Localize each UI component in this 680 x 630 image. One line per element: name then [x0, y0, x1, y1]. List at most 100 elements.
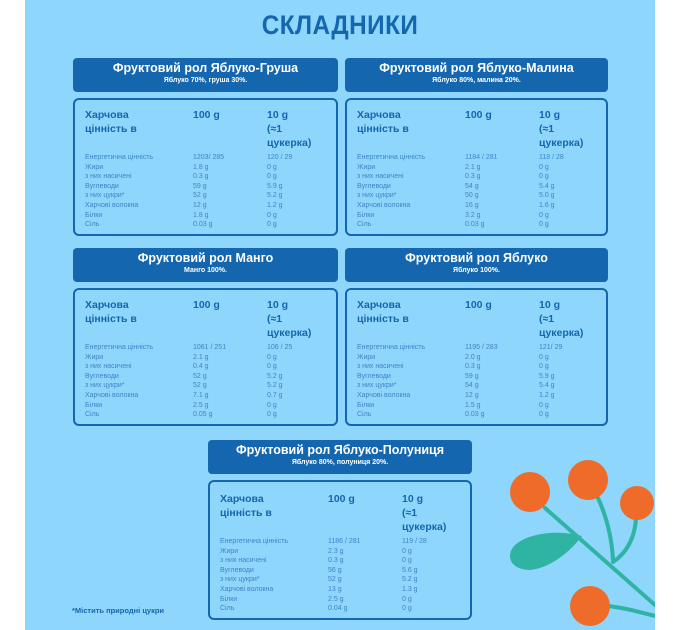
value-per-100g: 59 g [193, 182, 207, 190]
nutrient-label: Білки [85, 211, 103, 219]
product-ingredients: Манго 100%. [184, 267, 227, 274]
nutrient-label: Білки [220, 595, 238, 603]
berry-icon [570, 586, 610, 626]
value-per-100g: 2.0 g [465, 353, 481, 361]
berry-icon [568, 460, 608, 500]
table-row: Вуглеводи 52 g 5.2 g [85, 372, 326, 382]
value-per-100g: 0.03 g [465, 221, 485, 229]
header-text: 100 g [193, 299, 220, 311]
value-per-10g: 0 g [267, 363, 277, 371]
value-per-100g: 0.3 g [193, 173, 209, 181]
value-per-100g: 1184 / 281 [465, 154, 498, 161]
nutrient-label: з них цукри* [85, 382, 125, 390]
nutrient-label: Вуглеводи [220, 566, 254, 574]
table-row: Енергетична цінність 1195 / 283 121/ 29 [357, 343, 596, 353]
nutrient-label: Енергетична цінність [357, 344, 426, 351]
nutrient-label: Жири [357, 353, 376, 361]
table-row: з них цукри* 50 g 5.0 g [357, 191, 596, 201]
product-name: Фруктовий рол Яблуко-Малина [379, 61, 574, 75]
nutrient-label: Жири [85, 353, 104, 361]
header-text: (≈1 цукерка) [267, 123, 312, 149]
table-row: Вуглеводи 54 g 5.4 g [357, 182, 596, 192]
product-card-apple: Фруктовий рол Яблуко Яблуко 100%. Харчов… [345, 248, 608, 426]
table-header-row: Харчова цінність в 100 g 10 g (≈1 цукерка) [357, 298, 596, 340]
value-per-10g: 5.2 g [267, 192, 283, 200]
table-row: Сіль 0.03 g 0 g [357, 410, 596, 420]
product-header: Фруктовий рол Манго Манго 100%. [73, 248, 338, 282]
nutrition-table: Харчова цінність в 100 g 10 g (≈1 цукерка) Ен… [345, 288, 608, 426]
value-per-100g: 52 g [193, 192, 207, 200]
header-text: 10 g [539, 299, 561, 311]
header-text: 10 g [267, 299, 289, 311]
value-per-100g: 0.03 g [465, 411, 485, 419]
nutrient-label: Сіль [357, 411, 372, 419]
nutrient-label: Сіль [357, 221, 372, 229]
table-row: Енергетична цінність 1203/ 285 120 / 29 [85, 153, 326, 163]
header-per-100g: 100 g [193, 108, 267, 150]
header-nutrition-label: Харчова цінність в [85, 108, 193, 150]
product-ingredients: Яблуко 100%. [453, 267, 500, 274]
nutrient-label: з них цукри* [85, 192, 125, 200]
table-row: Харчові волокна 12 g 1.2 g [357, 391, 596, 401]
page-title: СКЛАДНИКИ [261, 10, 419, 40]
table-row: з них цукри* 52 g 5.2 g [85, 381, 326, 391]
header-text: цінність в [85, 313, 137, 325]
table-row: з них насичені 0.3 g 0 g [220, 556, 460, 566]
value-per-100g: 2.1 g [193, 353, 209, 361]
nutrient-label: Харчові волокна [357, 201, 411, 209]
value-per-100g: 1061 / 251 [193, 344, 227, 351]
nutrient-label: Жири [85, 163, 104, 171]
header-text: (≈1 цукерка) [539, 123, 584, 149]
nutrient-label: з них насичені [220, 557, 267, 565]
table-row: Сіль 0.03 g 0 g [357, 220, 596, 230]
value-per-100g: 2.5 g [193, 401, 209, 409]
table-header-row: Харчова цінність в 100 g 10 g (≈1 цукерка) [357, 108, 596, 150]
product-card-apple-strawberry: Фруктовий рол Яблуко-Полуниця Яблуко 80%… [208, 440, 472, 620]
berry-branch-illustration [510, 460, 655, 626]
value-per-100g: 3.2 g [465, 211, 481, 219]
value-per-100g: 59 g [465, 372, 479, 380]
table-row: Енергетична цінність 1184 / 281 118 / 28 [357, 153, 596, 163]
table-row: Харчові волокна 7.1 g 0.7 g [85, 391, 326, 401]
table-row: з них насичені 0.3 g 0 g [85, 172, 326, 182]
value-per-10g: 121/ 29 [539, 344, 563, 351]
header-per-100g: 100 g [465, 298, 539, 340]
value-per-10g: 118 / 28 [539, 154, 564, 161]
nutrition-table: Харчова цінність в 100 g 10 g (≈1 цукерка) Ен… [345, 98, 608, 236]
value-per-100g: 0.03 g [193, 221, 213, 229]
table-row: Сіль 0.04 g 0 g [220, 604, 460, 614]
nutrient-label: Харчові волокна [220, 585, 274, 593]
value-per-10g: 0 g [402, 547, 412, 555]
nutrient-label: Харчові волокна [85, 391, 139, 399]
header-text: Харчова [220, 493, 264, 505]
product-header: Фруктовий рол Яблуко Яблуко 100%. [345, 248, 608, 282]
value-per-100g: 13 g [328, 585, 342, 593]
berry-icon [510, 472, 550, 512]
value-per-100g: 54 g [465, 182, 479, 190]
header-per-10g: 10 g (≈1 цукерка) [402, 492, 460, 534]
value-per-10g: 0 g [402, 557, 412, 565]
header-per-100g: 100 g [328, 492, 402, 534]
nutrient-label: з них насичені [85, 363, 132, 371]
value-per-10g: 0 g [267, 401, 277, 409]
nutrient-label: Білки [357, 211, 375, 219]
table-row: Білки 1.5 g 0 g [357, 401, 596, 411]
header-text: Харчова [85, 109, 129, 121]
product-header: Фруктовий рол Яблуко-Груша Яблуко 70%, г… [73, 58, 338, 92]
value-per-10g: 0 g [539, 411, 549, 419]
product-header: Фруктовий рол Яблуко-Полуниця Яблуко 80%… [208, 440, 472, 474]
value-per-10g: 5.0 g [539, 192, 555, 200]
table-row: Харчові волокна 12 g 1.2 g [85, 201, 326, 211]
nutrient-label: Сіль [85, 411, 100, 419]
value-per-10g: 5.2 g [402, 576, 418, 584]
header-text: 100 g [465, 299, 492, 311]
value-per-10g: 0 g [267, 411, 277, 419]
value-per-100g: 2.3 g [328, 547, 344, 555]
header-per-10g: 10 g (≈1 цукерка) [539, 108, 596, 150]
header-text: 100 g [328, 493, 355, 505]
value-per-100g: 52 g [193, 372, 207, 380]
table-row: Сіль 0.03 g 0 g [85, 220, 326, 230]
nutrient-label: Енергетична цінність [220, 538, 289, 545]
header-text: цінність в [85, 123, 137, 135]
nutrient-label: з них цукри* [357, 192, 397, 200]
